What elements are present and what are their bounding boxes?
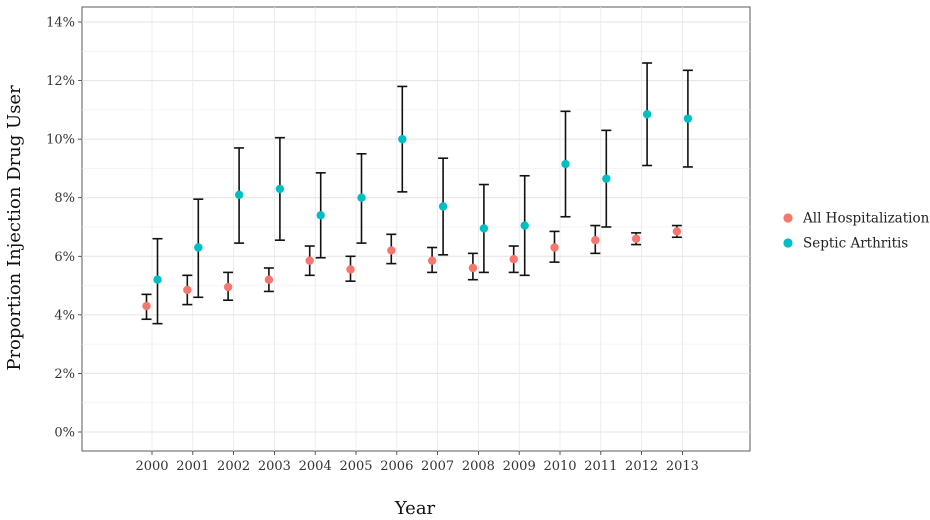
y-tick-label: 4% xyxy=(54,308,75,323)
data-point xyxy=(153,275,162,284)
x-tick-label: 2009 xyxy=(503,459,536,474)
data-point xyxy=(683,114,693,123)
x-tick-label: 2002 xyxy=(217,459,250,474)
x-tick-label: 2005 xyxy=(339,459,372,474)
data-point xyxy=(398,134,407,144)
data-point xyxy=(305,256,314,265)
y-tick-label: 2% xyxy=(54,367,75,382)
x-tick-label: 2004 xyxy=(299,459,332,474)
plot-panel xyxy=(81,6,751,452)
data-point xyxy=(357,193,366,202)
x-tick-label: 2013 xyxy=(666,459,699,474)
legend-label: All Hospitalizations xyxy=(802,211,930,227)
data-point xyxy=(223,282,233,292)
data-point xyxy=(642,110,652,119)
data-point xyxy=(561,159,570,169)
data-point xyxy=(316,211,325,220)
data-point xyxy=(427,256,437,265)
data-point xyxy=(194,243,203,252)
x-tick-label: 2001 xyxy=(176,459,209,474)
plot-border xyxy=(81,6,751,452)
data-point xyxy=(468,263,478,273)
y-tick-label: 10% xyxy=(46,133,75,148)
gridlines xyxy=(82,7,750,451)
data-point xyxy=(438,202,448,211)
x-tick-label: 2000 xyxy=(135,459,168,474)
x-tick-label: 2003 xyxy=(258,459,291,474)
data-point xyxy=(520,221,529,230)
data-point xyxy=(602,174,611,183)
data-point xyxy=(672,227,682,236)
y-tick-label: 0% xyxy=(54,426,75,441)
data-point xyxy=(264,275,274,284)
x-tick-label: 2007 xyxy=(421,459,454,474)
data-point xyxy=(479,224,489,233)
y-tick-label: 6% xyxy=(54,250,75,265)
x-tick-label: 2011 xyxy=(584,459,617,474)
data-point xyxy=(275,184,285,194)
x-tick-label: 2006 xyxy=(380,459,413,474)
legend: All Hospitalizations Septic Arthritis xyxy=(783,211,930,252)
data-point xyxy=(387,246,396,255)
x-axis-title: Year xyxy=(394,498,436,516)
data-point xyxy=(346,265,355,274)
legend-key xyxy=(783,213,793,223)
axes: 0% 2% 4% 6% 8% 10% 12% 14% 2000 2001 2002 2003 2004 2… xyxy=(46,16,699,475)
data-point xyxy=(142,301,151,311)
data-point xyxy=(183,285,192,295)
legend-key xyxy=(783,238,793,248)
y-tick-label: 8% xyxy=(54,191,75,206)
data-points xyxy=(142,110,693,311)
y-tick-label: 12% xyxy=(46,74,75,89)
y-tick-label: 14% xyxy=(46,16,75,31)
data-point xyxy=(550,243,559,252)
data-point xyxy=(631,234,641,243)
y-axis-title: Proportion Injection Drug User xyxy=(4,85,25,371)
data-point xyxy=(591,235,600,245)
x-tick-label: 2010 xyxy=(543,459,576,474)
data-point xyxy=(234,190,244,199)
x-tick-label: 2008 xyxy=(462,459,495,474)
x-tick-label: 2012 xyxy=(625,459,658,474)
data-point xyxy=(509,255,518,264)
legend-label: Septic Arthritis xyxy=(803,236,908,252)
